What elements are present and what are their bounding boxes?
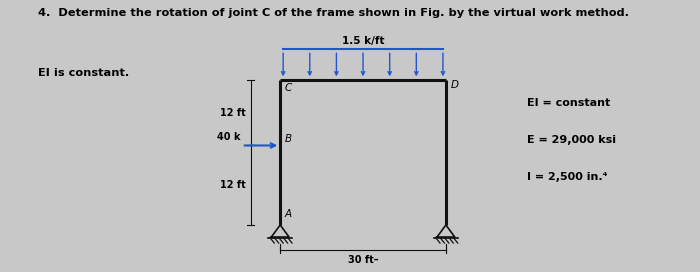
Text: E = 29,000 ksi: E = 29,000 ksi [526,135,616,145]
Text: 4.  Determine the rotation of joint C of the frame shown in Fig. by the virtual : 4. Determine the rotation of joint C of … [38,8,629,18]
Text: EI = constant: EI = constant [526,98,610,108]
Text: 1.5 k/ft: 1.5 k/ft [342,36,384,45]
Text: 12 ft: 12 ft [220,108,246,118]
Text: 40 k: 40 k [217,132,240,142]
Text: 30 ft–: 30 ft– [348,255,379,265]
Text: D: D [450,81,459,90]
Text: 12 ft: 12 ft [220,180,246,190]
Text: C: C [285,83,292,93]
Text: A: A [285,209,292,219]
Text: EI is constant.: EI is constant. [38,68,130,78]
Text: I = 2,500 in.⁴: I = 2,500 in.⁴ [526,172,608,182]
Text: B: B [285,134,292,144]
